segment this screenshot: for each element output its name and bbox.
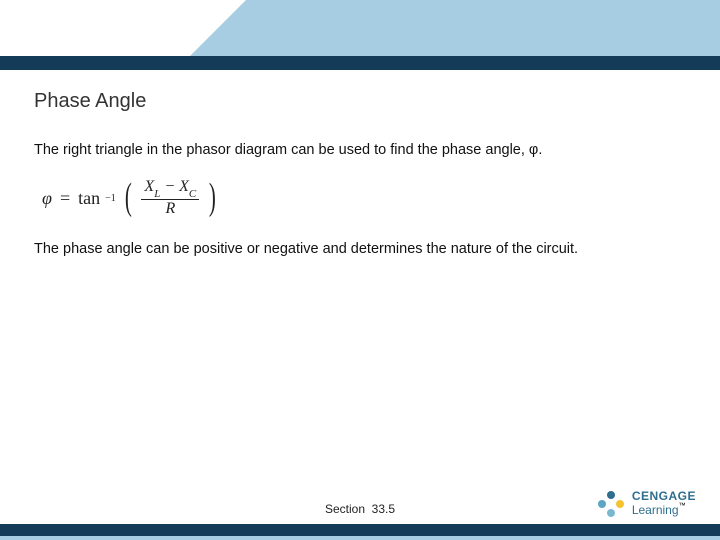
- left-paren: (: [125, 182, 132, 212]
- tangent-function: tan: [78, 188, 100, 209]
- footer-band-light: [0, 536, 720, 540]
- fraction: XL − XC R: [138, 179, 202, 219]
- denominator: R: [162, 200, 178, 218]
- trademark-icon: ™: [679, 503, 686, 510]
- right-paren: ): [209, 182, 216, 212]
- num-minus: −: [160, 178, 179, 195]
- header-band-dark: [0, 56, 720, 70]
- header-notch: [0, 0, 190, 56]
- num-xc: X: [179, 178, 189, 195]
- cengage-logo: CENGAGE Learning™: [598, 490, 696, 518]
- section-number: 33.5: [372, 502, 395, 516]
- slide-content: Phase Angle The right triangle in the ph…: [0, 70, 720, 260]
- equals-sign: =: [56, 188, 74, 209]
- phase-angle-equation: φ = tan−1 ( XL − XC R ): [42, 179, 686, 219]
- conclusion-paragraph: The phase angle can be positive or negat…: [34, 240, 686, 260]
- equation-lhs: φ: [42, 188, 52, 209]
- sub-l: L: [154, 188, 160, 200]
- footer-band-dark: [0, 524, 720, 536]
- logo-mark-icon: [598, 491, 624, 517]
- sub-c: C: [189, 188, 196, 200]
- slide-header: [0, 0, 720, 70]
- logo-text: CENGAGE Learning™: [632, 490, 696, 518]
- logo-brand: CENGAGE: [632, 490, 696, 502]
- logo-subbrand: Learning: [632, 503, 679, 517]
- num-xl: X: [144, 178, 154, 195]
- numerator: XL − XC: [141, 179, 199, 201]
- slide-title: Phase Angle: [34, 90, 686, 113]
- section-word: Section: [325, 502, 365, 516]
- inverse-exponent: −1: [105, 193, 116, 204]
- intro-paragraph: The right triangle in the phasor diagram…: [34, 141, 686, 161]
